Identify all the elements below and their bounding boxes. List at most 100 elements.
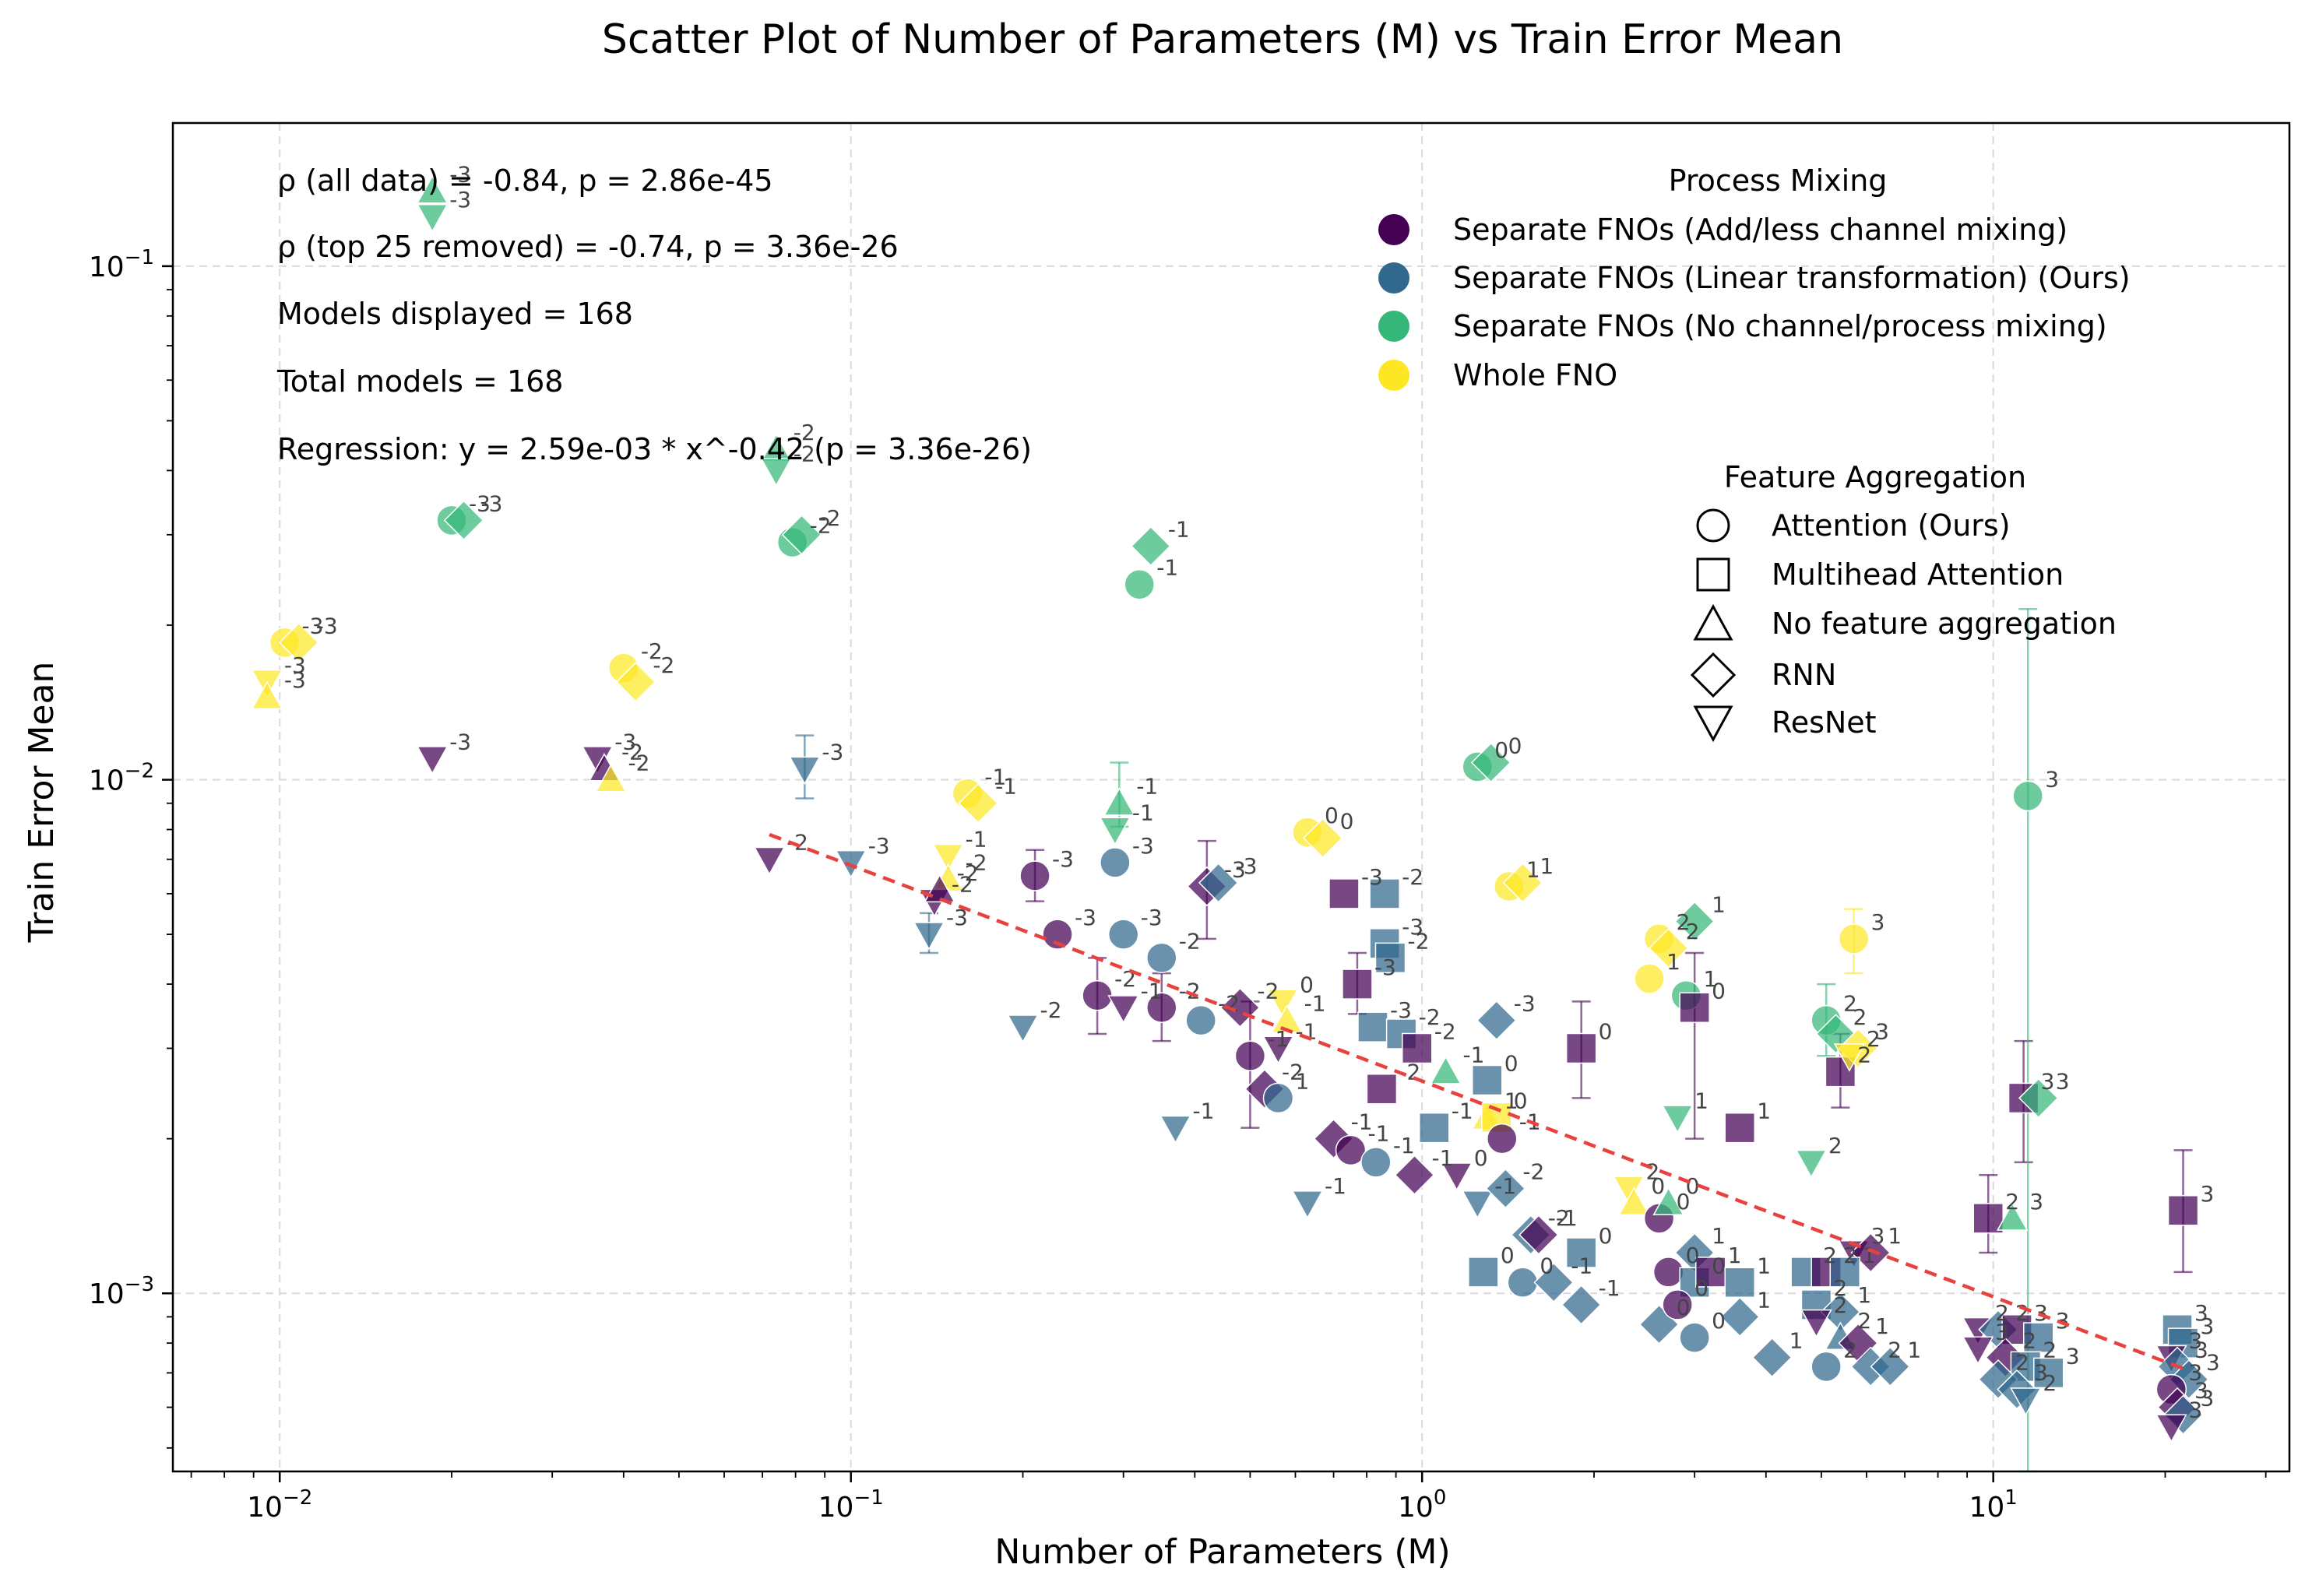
point-circle: [1185, 1004, 1216, 1036]
point-square: [1825, 1056, 1856, 1088]
point-label: -1: [1304, 991, 1326, 1017]
point-label: -3: [284, 667, 306, 693]
point-square: [2033, 1357, 2064, 1389]
point-square: [1402, 1032, 1433, 1064]
point-label: 0: [1325, 803, 1339, 828]
point-label: -1: [1431, 1145, 1453, 1171]
point-label: 1: [1666, 949, 1680, 975]
point-label: 3: [2188, 1397, 2202, 1423]
point-square: [1694, 1257, 1726, 1288]
point-circle: [1146, 992, 1177, 1024]
point-circle: [1335, 1134, 1367, 1166]
point-triangle: [251, 680, 283, 710]
point-label: 3: [2194, 1300, 2208, 1326]
point-label: 3: [2188, 1328, 2202, 1354]
point-label: 0: [1651, 1173, 1665, 1199]
point-label: 1: [1757, 1099, 1771, 1124]
legend-diamond-icon: [1690, 652, 1737, 698]
point-label: -2: [1548, 1205, 1570, 1231]
point-circle: [1811, 1351, 1842, 1383]
point-diamond: [1302, 817, 1343, 859]
legend-label-no-aggregation: No feature aggregation: [1772, 606, 2117, 641]
grid-lines: [173, 123, 2289, 1471]
y-tick-label: 10−3: [89, 1273, 154, 1310]
point-label: -2: [621, 740, 643, 765]
point-label: 1: [1712, 891, 1726, 917]
point-label: -2: [810, 513, 832, 539]
x-axis-label: Number of Parameters (M): [994, 1532, 1450, 1572]
point-triangle-down: [1441, 1162, 1473, 1191]
point-diamond: [1131, 526, 1171, 567]
legend-swatch-whole: [1378, 360, 1409, 391]
point-triangle-down: [1833, 1043, 1866, 1072]
point-label: 0: [1508, 733, 1522, 759]
x-tick-label: 10−2: [247, 1486, 312, 1524]
point-circle: [1019, 860, 1050, 891]
point-label: 0: [1504, 1050, 1518, 1076]
point-label: -1: [1494, 1173, 1516, 1199]
point-label: 0: [1340, 808, 1354, 834]
point-triangle-down: [1291, 1190, 1324, 1219]
point-circle: [1679, 1322, 1710, 1353]
point-label: -1: [1156, 555, 1178, 581]
point-label: -2: [794, 420, 815, 445]
stats-annotations: ρ (all data) = -0.84, p = 2.86e-45 ρ (to…: [276, 163, 1032, 466]
point-circle: [1234, 1040, 1266, 1071]
point-label: -1: [1132, 800, 1154, 825]
point-label: -3: [1374, 954, 1396, 980]
point-label: -1: [1295, 1018, 1317, 1044]
point-label: 3: [2029, 1189, 2043, 1215]
point-diamond: [1502, 863, 1543, 903]
point-label: -3: [1236, 853, 1258, 879]
legend-circle-icon: [1696, 508, 1730, 543]
point-label: -3: [316, 613, 338, 638]
point-triangle-down: [1007, 1014, 1039, 1043]
point-diamond: [1518, 1215, 1559, 1255]
point-label: -1: [1325, 1173, 1346, 1199]
point-label: -3: [302, 613, 324, 638]
point-label: -1: [995, 774, 1017, 800]
point-diamond: [2169, 1359, 2209, 1400]
point-label: 0: [1599, 1223, 1613, 1249]
point-label: 0: [1686, 1173, 1700, 1199]
point-square: [1328, 878, 1360, 909]
point-circle: [1124, 568, 1155, 600]
point-label: 0: [1474, 1145, 1488, 1171]
point-circle: [1634, 963, 1665, 994]
point-label: 2: [2022, 1328, 2036, 1354]
point-label: -2: [818, 505, 840, 531]
point-diamond: [1485, 1168, 1526, 1209]
point-triangle-down: [789, 756, 821, 786]
point-circle: [1652, 1257, 1684, 1288]
legend-label-add: Separate FNOs (Add/less channel mixing): [1453, 213, 2067, 247]
point-label: -2: [1434, 1018, 1456, 1044]
point-label: -3: [469, 490, 491, 516]
point-label: 2: [1888, 1337, 1902, 1362]
point-label: 3: [2201, 1313, 2215, 1339]
y-axis-ticks: 10−3 10−2 10−1: [89, 246, 173, 1449]
point-square: [2167, 1195, 2199, 1226]
point-triangle: [1103, 787, 1135, 816]
chart-title: Scatter Plot of Number of Parameters (M)…: [602, 16, 1843, 63]
point-square: [1366, 1073, 1398, 1105]
point-label: -1: [1136, 774, 1158, 800]
point-label: 1: [1757, 1287, 1771, 1313]
point-label: 1: [1295, 1068, 1309, 1094]
legend-label-linear: Separate FNOs (Linear transformation) (O…: [1453, 261, 2131, 295]
point-triangle-down: [913, 922, 945, 951]
point-label: 2: [1867, 1026, 1881, 1052]
point-label: 2: [1833, 1275, 1847, 1301]
point-labels: -3-3-3-3-3-3-3-3-3 -3-2-2-2-2-2-2-2-2-3-2…: [284, 161, 2220, 1422]
point-circle: [2012, 780, 2043, 812]
point-label: 0: [1514, 1088, 1528, 1113]
point-label: -1: [1452, 1099, 1473, 1124]
point-triangle: [1618, 1186, 1650, 1216]
point-label: -3: [868, 833, 890, 859]
point-label: -1: [1571, 1253, 1592, 1278]
point-label: 2: [1823, 1243, 1837, 1268]
point-square: [1724, 1112, 1755, 1144]
point-circle: [1082, 980, 1113, 1011]
y-tick-label: 10−2: [89, 760, 154, 797]
legend-label-attention: Attention (Ours): [1772, 508, 2011, 543]
point-label: -2: [966, 849, 987, 875]
